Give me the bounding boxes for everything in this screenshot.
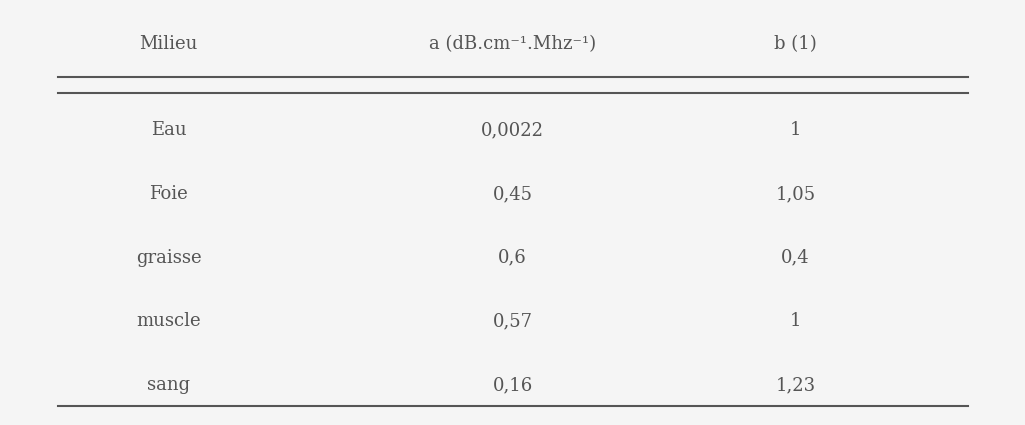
Text: 0,16: 0,16: [492, 376, 533, 394]
Text: b (1): b (1): [774, 35, 817, 53]
Text: 0,6: 0,6: [498, 249, 527, 267]
Text: 0,57: 0,57: [492, 312, 533, 331]
Text: a (dB.cm⁻¹.Mhz⁻¹): a (dB.cm⁻¹.Mhz⁻¹): [428, 35, 597, 53]
Text: muscle: muscle: [136, 312, 201, 331]
Text: 1: 1: [790, 312, 802, 331]
Text: Foie: Foie: [150, 185, 189, 203]
Text: graisse: graisse: [136, 249, 202, 267]
Text: 1,05: 1,05: [776, 185, 816, 203]
Text: 0,0022: 0,0022: [481, 121, 544, 139]
Text: Milieu: Milieu: [139, 35, 198, 53]
Text: Eau: Eau: [151, 121, 187, 139]
Text: 1: 1: [790, 121, 802, 139]
Text: 0,4: 0,4: [781, 249, 810, 267]
Text: 1,23: 1,23: [776, 376, 816, 394]
Text: sang: sang: [148, 376, 191, 394]
Text: 0,45: 0,45: [492, 185, 533, 203]
